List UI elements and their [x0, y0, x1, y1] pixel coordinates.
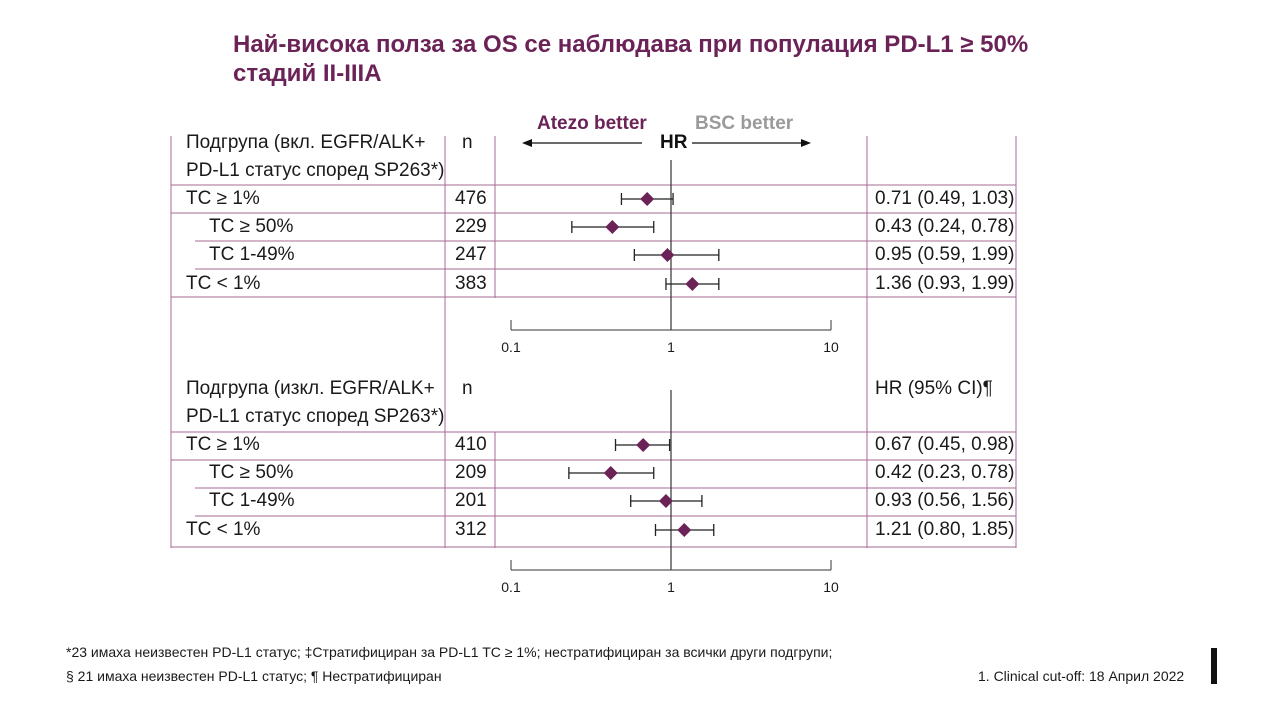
hr-point-diamond: [677, 523, 692, 537]
reference-note: 1. Clinical cut-off: 18 Април 2022: [978, 668, 1185, 684]
hr-ci-value: 0.71 (0.49, 1.03): [875, 188, 1015, 209]
hr-point-diamond: [660, 248, 675, 262]
hr-ci-value: 0.43 (0.24, 0.78): [875, 216, 1015, 237]
footnote-line-2: § 21 имаха неизвестен PD-L1 статус; ¶ Не…: [66, 668, 442, 684]
arrow-left-head: [522, 139, 532, 147]
title-line-2: стадий II-IIIA: [233, 60, 382, 87]
subgroup-label: TC ≥ 1%: [186, 188, 260, 209]
hr-ci-value: 0.42 (0.23, 0.78): [875, 462, 1015, 483]
hr-point-diamond: [658, 494, 673, 508]
n-value: 247: [455, 244, 487, 265]
panel2-n-header: n: [462, 378, 473, 399]
subgroup-label: TC 1-49%: [209, 490, 295, 511]
hr-point-diamond: [636, 438, 651, 452]
title-line-1: Най-висока полза за OS се наблюдава при …: [233, 31, 1029, 58]
x-tick-label: 10: [823, 579, 839, 595]
panel2-header-line1: Подгрупа (изкл. EGFR/ALK+: [186, 378, 435, 399]
n-value: 312: [455, 519, 487, 540]
hr-ci-value: 1.21 (0.80, 1.85): [875, 519, 1015, 540]
hr-axis-label: HR: [660, 132, 688, 153]
footnote-line-1: *23 имаха неизвестен PD-L1 статус; ‡Стра…: [66, 644, 833, 660]
panel2-ci-header: HR (95% CI)¶: [875, 378, 993, 399]
page-title: Най-висока полза за OS се наблюдава при …: [233, 30, 1133, 88]
hr-ci-value: 0.93 (0.56, 1.56): [875, 490, 1015, 511]
n-value: 209: [455, 462, 487, 483]
hr-point-diamond: [640, 192, 655, 206]
subgroup-label: TC ≥ 50%: [209, 216, 294, 237]
subgroup-label: TC 1-49%: [209, 244, 295, 265]
hr-point-diamond: [605, 220, 620, 234]
hr-ci-value: 0.67 (0.45, 0.98): [875, 434, 1015, 455]
x-tick-label: 10: [823, 339, 839, 355]
x-tick-label: 1: [667, 339, 675, 355]
subgroup-label: TC < 1%: [186, 273, 261, 294]
panel1-header-line1: Подгрупа (вкл. EGFR/ALK+: [186, 132, 426, 153]
n-value: 410: [455, 434, 487, 455]
subgroup-label: TC < 1%: [186, 519, 261, 540]
panel1-n-header: n: [462, 132, 473, 153]
n-value: 383: [455, 273, 487, 294]
hr-point-diamond: [685, 277, 700, 291]
hr-point-diamond: [603, 466, 618, 480]
x-tick-label: 0.1: [501, 339, 521, 355]
subgroup-label: TC ≥ 1%: [186, 434, 260, 455]
x-tick-label: 1: [667, 579, 675, 595]
arrow-right-head: [801, 139, 811, 147]
panel2-header-line2: PD-L1 статус според SP263*): [186, 406, 445, 427]
n-value: 229: [455, 216, 487, 237]
hr-ci-value: 1.36 (0.93, 1.99): [875, 273, 1015, 294]
x-tick-label: 0.1: [501, 579, 521, 595]
hr-ci-value: 0.95 (0.59, 1.99): [875, 244, 1015, 265]
panel1-header-line2: PD-L1 статус според SP263*): [186, 160, 445, 181]
slide-marker-bar: [1211, 648, 1217, 684]
n-value: 476: [455, 188, 487, 209]
n-value: 201: [455, 490, 487, 511]
subgroup-label: TC ≥ 50%: [209, 462, 294, 483]
bsc-better-label: BSC better: [695, 113, 794, 134]
atezo-better-label: Atezo better: [537, 113, 647, 134]
